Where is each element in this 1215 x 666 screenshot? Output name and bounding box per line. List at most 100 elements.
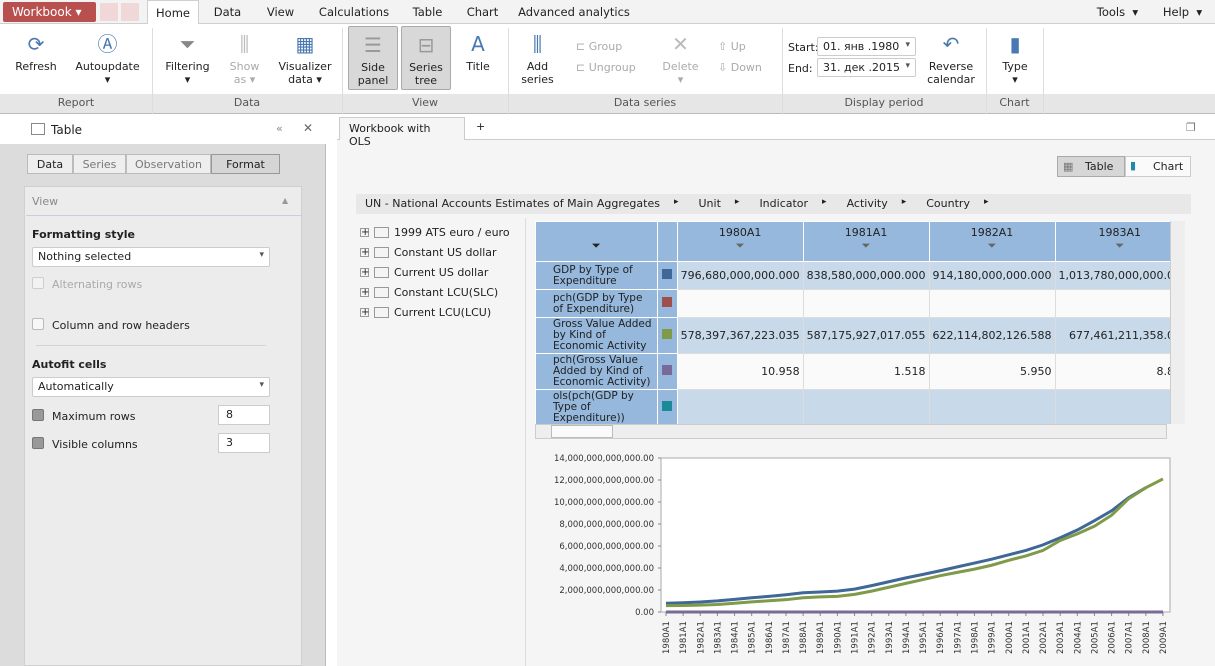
view-chart-button[interactable]: Chart [1125, 156, 1191, 177]
table-cell[interactable]: 914,180,000,000.000 [928, 261, 1056, 290]
vertical-scrollbar[interactable] [1170, 221, 1185, 424]
column-header[interactable]: 1983A1 ⏷ [1054, 221, 1185, 262]
row-header[interactable]: GDP by Type of Expenditure [535, 261, 658, 290]
breadcrumb-item[interactable]: UN - National Accounts Estimates of Main… [365, 197, 660, 210]
panel-tab-observation[interactable]: Observation [126, 154, 211, 174]
down-button[interactable]: ⇩ Down [718, 61, 762, 74]
panel-tab-data[interactable]: Data [27, 154, 73, 174]
series-line-0[interactable] [665, 486, 1147, 605]
expand-icon[interactable]: + [360, 286, 370, 298]
row-header[interactable]: ols(pch(GDP by Type of Expenditure)) [535, 389, 658, 424]
add-tab-button[interactable]: + [476, 120, 486, 133]
view-table-button[interactable]: Table [1057, 156, 1125, 177]
tab-home[interactable]: Home [147, 0, 199, 24]
tree-item[interactable]: + Constant US dollar [360, 242, 510, 262]
visible-cols-stepper[interactable]: 3 [218, 433, 270, 453]
autofit-select[interactable]: Automatically [32, 377, 270, 397]
reverse-calendar-button[interactable]: ↶ Reverse calendar [925, 32, 977, 86]
tree-item[interactable]: + Constant LCU(SLC) [360, 282, 510, 302]
tree-item[interactable]: + Current LCU(LCU) [360, 302, 510, 322]
delete-button[interactable]: ✕ Delete ▾ [662, 32, 699, 86]
tab-calculations[interactable]: Calculations [318, 5, 390, 19]
tab-data[interactable]: Data [213, 5, 242, 19]
save-icon[interactable] [100, 3, 118, 21]
table-cell[interactable]: 677,461,211,358.03 [1054, 317, 1185, 354]
filter-icon[interactable]: ⏷ [735, 239, 745, 252]
table-cell[interactable] [676, 289, 804, 318]
filter-icon[interactable]: ⏷ [987, 239, 997, 252]
series-line-1[interactable] [665, 477, 1164, 608]
table-cell[interactable]: 838,580,000,000.000 [802, 261, 930, 290]
tab-advanced-analytics[interactable]: Advanced analytics [518, 5, 630, 19]
tab-table[interactable]: Table [412, 5, 443, 19]
panel-tab-series[interactable]: Series [73, 154, 126, 174]
max-rows-checkbox[interactable] [32, 409, 44, 421]
horizontal-scrollbar[interactable] [535, 424, 1167, 439]
ungroup-button[interactable]: ⊏ Ungroup [576, 61, 636, 74]
help-menu[interactable]: Help ▾ [1162, 5, 1203, 19]
filter-icon[interactable]: ⏷ [861, 239, 871, 252]
row-header[interactable]: pch(GDP by Type of Expenditure) [535, 289, 658, 318]
show-as-button[interactable]: ⫼ Show as ▾ [229, 32, 260, 86]
breadcrumb-item[interactable]: Country [926, 197, 970, 210]
table-cell[interactable] [928, 389, 1056, 424]
tools-menu[interactable]: Tools ▾ [1096, 5, 1139, 19]
visible-cols-checkbox[interactable] [32, 437, 44, 449]
table-cell[interactable]: 1,013,780,000,000.00 [1054, 261, 1185, 290]
table-cell[interactable]: 796,680,000,000.000 [676, 261, 804, 290]
add-series-button[interactable]: ⫼ Add series [515, 32, 560, 86]
breadcrumb-item[interactable]: Activity [846, 197, 888, 210]
table-cell[interactable] [1054, 389, 1185, 424]
table-cell[interactable] [802, 389, 930, 424]
filter-icon[interactable]: ⏷ [1115, 239, 1125, 252]
visualizer-data-button[interactable]: ▦ Visualizer data ▾ [278, 32, 332, 86]
table-cell[interactable]: 8.89 [1054, 353, 1185, 390]
max-rows-stepper[interactable]: 8 [218, 405, 270, 425]
tree-item[interactable]: + Current US dollar [360, 262, 510, 282]
table-cell[interactable]: 622,114,802,126.588 [928, 317, 1056, 354]
column-header[interactable]: 1980A1 ⏷ [676, 221, 804, 262]
table-cell[interactable]: 578,397,367,223.035 [676, 317, 804, 354]
filtering-button[interactable]: ⏷ Filtering ▾ [165, 32, 210, 86]
table-cell[interactable] [676, 389, 804, 424]
expand-icon[interactable]: + [360, 266, 370, 278]
breadcrumb-item[interactable]: Indicator [759, 197, 809, 210]
breadcrumb-item[interactable]: Unit [698, 197, 721, 210]
workbook-menu-button[interactable]: Workbook ▾ [3, 2, 96, 22]
series-tree-button[interactable]: ⊟ Series tree [401, 26, 451, 90]
row-header[interactable]: pch(Gross Value Added by Kind of Economi… [535, 353, 658, 390]
expand-icon[interactable]: + [360, 226, 370, 238]
start-date-picker[interactable]: 01. янв .1980 [817, 37, 916, 56]
col-row-headers-checkbox[interactable] [32, 318, 44, 330]
expand-icon[interactable]: + [360, 306, 370, 318]
table-cell[interactable]: 1.518 [802, 353, 930, 390]
title-button[interactable]: A Title [458, 32, 498, 73]
up-button[interactable]: ⇧ Up [718, 40, 746, 53]
view-section-header[interactable]: View [32, 195, 59, 208]
table-cell[interactable] [928, 289, 1056, 318]
collapse-panel-button[interactable]: « [276, 122, 283, 135]
collapse-section-icon[interactable]: ▲ [282, 196, 289, 205]
tab-view[interactable]: View [266, 5, 295, 19]
alternating-rows-checkbox[interactable] [32, 277, 44, 289]
formatting-style-select[interactable]: Nothing selected [32, 247, 270, 267]
column-header[interactable]: 1982A1 ⏷ [928, 221, 1056, 262]
chart-type-button[interactable]: ▮ Type ▾ [1002, 32, 1028, 86]
row-header[interactable]: Gross Value Added by Kind of Economic Ac… [535, 317, 658, 354]
column-header[interactable]: 1981A1 ⏷ [802, 221, 930, 262]
panel-tab-format[interactable]: Format [211, 154, 280, 174]
scrollbar-thumb[interactable] [551, 425, 613, 438]
restore-icon[interactable]: ❐ [1186, 121, 1196, 134]
refresh-button[interactable]: ⟳ Refresh [10, 32, 62, 73]
table-cell[interactable]: 5.950 [928, 353, 1056, 390]
side-panel-button[interactable]: ☰ Side panel [348, 26, 398, 90]
autoupdate-button[interactable]: Ⓐ Autoupdate ▾ [75, 32, 140, 86]
table-cell[interactable]: 587,175,927,017.055 [802, 317, 930, 354]
table-cell[interactable] [1054, 289, 1185, 318]
tree-item[interactable]: +1999 ATS euro / euro [360, 222, 510, 242]
close-panel-button[interactable]: ✕ [303, 121, 314, 135]
end-date-picker[interactable]: 31. дек .2015 [817, 58, 916, 77]
group-button[interactable]: ⊏ Group [576, 40, 623, 53]
document-tab[interactable]: Workbook with OLS [339, 117, 465, 148]
table-cell[interactable] [802, 289, 930, 318]
